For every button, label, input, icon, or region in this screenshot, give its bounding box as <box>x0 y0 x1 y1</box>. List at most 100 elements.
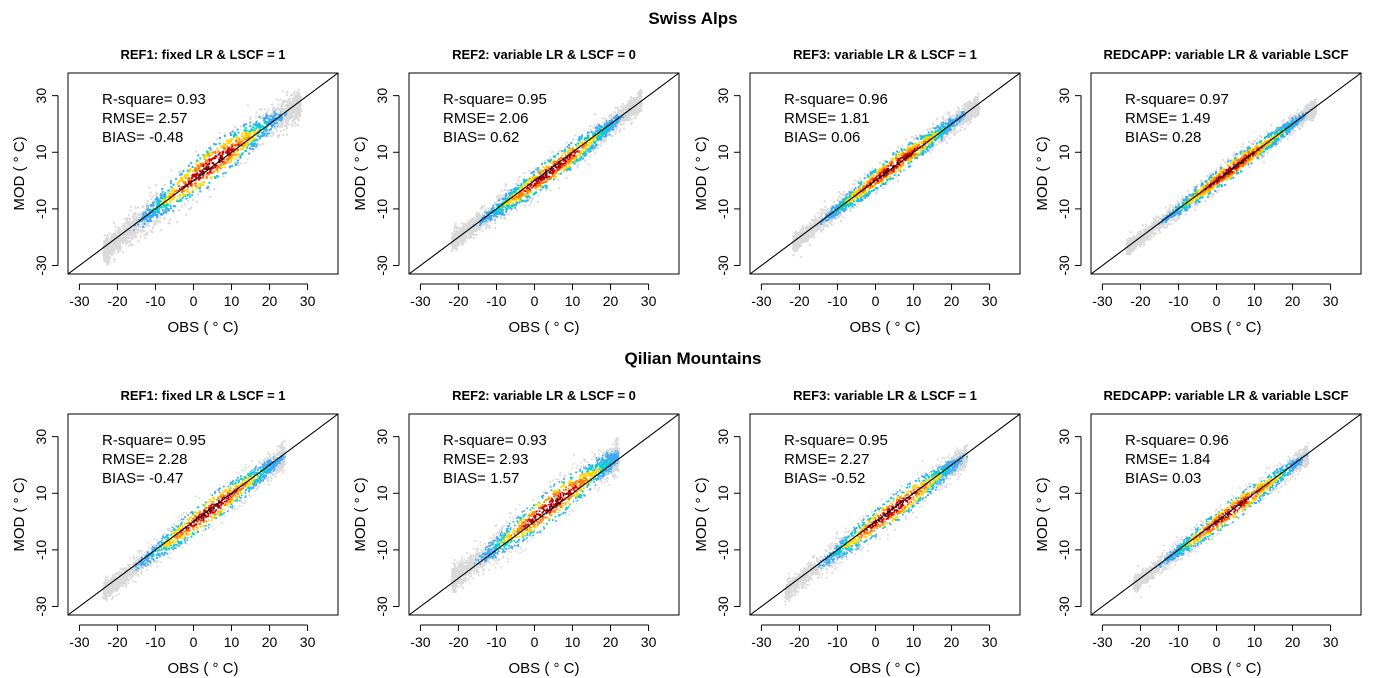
data-point <box>210 176 213 179</box>
data-point <box>487 207 490 210</box>
data-point <box>601 132 603 135</box>
data-point <box>224 144 227 147</box>
data-point <box>151 205 154 208</box>
data-point <box>146 233 148 236</box>
data-point <box>454 224 457 227</box>
data-point <box>185 176 188 179</box>
data-point <box>496 215 498 218</box>
data-point <box>501 198 504 201</box>
x-tick-label: -10 <box>486 293 506 309</box>
data-point <box>609 124 612 127</box>
data-point <box>633 106 636 109</box>
data-point <box>472 229 475 232</box>
data-point <box>467 227 470 230</box>
data-point <box>156 196 158 199</box>
data-point <box>270 113 273 116</box>
data-point <box>290 105 292 108</box>
data-point <box>879 184 882 187</box>
data-point <box>625 107 628 110</box>
x-tick-label: -20 <box>107 293 127 309</box>
data-point <box>170 190 173 193</box>
data-point <box>293 92 296 95</box>
data-point <box>106 242 109 245</box>
data-point <box>161 203 164 206</box>
data-point <box>559 172 562 175</box>
data-point <box>262 132 264 135</box>
data-point <box>584 147 587 150</box>
data-point <box>202 171 205 173</box>
data-point <box>188 192 191 195</box>
data-point <box>214 155 217 157</box>
data-point <box>466 225 469 227</box>
stat-text: R-square= 0.93 <box>102 91 206 108</box>
data-point <box>842 216 845 219</box>
data-point <box>131 244 134 247</box>
data-point <box>583 152 586 155</box>
data-point <box>525 187 528 190</box>
data-point <box>477 227 480 230</box>
data-point <box>565 160 567 163</box>
data-point <box>155 184 158 187</box>
data-point <box>461 230 464 233</box>
data-point <box>246 144 248 147</box>
data-point <box>146 208 149 211</box>
data-point <box>170 169 173 172</box>
data-point <box>156 218 159 220</box>
data-point <box>249 117 252 120</box>
data-point <box>134 220 137 223</box>
data-point <box>603 135 606 138</box>
data-point <box>895 155 898 158</box>
data-point <box>471 231 474 234</box>
data-point <box>598 137 601 140</box>
data-point <box>162 212 165 215</box>
data-point <box>623 108 626 111</box>
data-point <box>536 176 539 179</box>
data-point <box>515 192 518 195</box>
data-point <box>237 137 240 140</box>
data-point <box>285 126 288 129</box>
data-point <box>137 223 140 226</box>
point-cloud <box>68 73 338 274</box>
data-point <box>601 134 604 137</box>
data-point <box>622 122 625 125</box>
data-point <box>179 173 181 176</box>
data-point <box>186 173 189 176</box>
x-tick-label: 10 <box>565 293 581 309</box>
data-point <box>278 119 281 122</box>
data-point <box>106 236 109 239</box>
data-point <box>575 158 578 161</box>
data-point <box>204 157 206 160</box>
data-point <box>252 143 254 146</box>
data-point <box>273 111 276 114</box>
data-point <box>172 204 175 207</box>
data-point <box>459 228 462 231</box>
data-point <box>604 139 607 142</box>
data-point <box>564 161 567 164</box>
data-point <box>280 103 283 106</box>
data-point <box>205 160 208 163</box>
data-point <box>947 111 950 114</box>
data-point <box>463 235 466 238</box>
data-point <box>114 225 117 228</box>
data-point <box>124 237 127 240</box>
data-point <box>220 166 223 168</box>
data-point <box>561 166 564 169</box>
data-point <box>182 195 184 198</box>
data-point <box>199 190 202 193</box>
data-point <box>168 198 171 200</box>
data-point <box>605 127 608 130</box>
data-point <box>627 112 630 115</box>
data-point <box>452 238 455 241</box>
data-point <box>559 149 562 152</box>
data-point <box>580 137 583 140</box>
x-tick-label: -10 <box>145 293 165 309</box>
data-point <box>505 213 508 216</box>
data-point <box>276 108 279 111</box>
data-point <box>191 194 194 197</box>
y-axis-title: MOD ( ° C) <box>352 136 369 210</box>
data-point <box>469 220 472 223</box>
data-point <box>453 226 456 229</box>
plot-frame <box>408 72 680 275</box>
data-point <box>127 234 130 237</box>
data-point <box>557 187 560 190</box>
